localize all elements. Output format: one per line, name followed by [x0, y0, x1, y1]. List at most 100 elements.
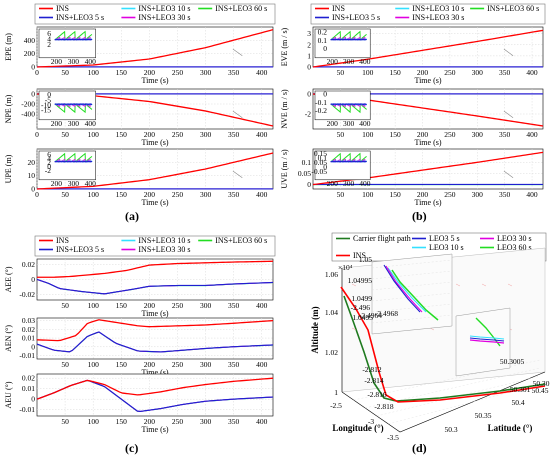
- x-tick-label: 300: [200, 130, 212, 139]
- y-tick-label: 2: [307, 40, 311, 49]
- y-axis-label: UVE (m / s): [280, 149, 289, 189]
- inset-x-tick: 200: [51, 119, 63, 128]
- y3d-tick-label: 50.35: [475, 411, 492, 420]
- inset-y-tick: -2: [45, 166, 51, 175]
- x-axis-label: Time (s): [141, 368, 168, 377]
- x-tick-label: 50: [61, 130, 69, 139]
- y-axis-label: NVE (m / s): [280, 89, 289, 129]
- series-line-ins: [312, 29, 544, 68]
- z-tick-label: 1.02: [325, 348, 338, 357]
- x-tick-label: 250: [444, 68, 456, 77]
- series-line-ins: [36, 152, 274, 190]
- x-tick-label: 250: [444, 130, 456, 139]
- x-tick-label: 300: [200, 301, 212, 310]
- inset2-tick: 50.301: [510, 385, 531, 394]
- x-tick-label: 50: [61, 360, 69, 369]
- subplot-1: 50 100 150 200 250 300 350 400 -0.0100.010.020.0…: [4, 316, 274, 377]
- inset: 200 300 400 0-0.1-0.2: [314, 90, 371, 128]
- x-tick-label: 400: [256, 190, 268, 199]
- inset1-tick: 1.05: [359, 255, 372, 264]
- zoom-pointer: [503, 48, 514, 57]
- y-tick-label: 0: [31, 275, 35, 284]
- legend-label-4: INS+LEO3 60 s: [215, 4, 267, 13]
- legend-label-0: INS: [56, 4, 69, 13]
- inset1-tick: 1.04995: [348, 276, 373, 285]
- x-tick-label: 150: [390, 130, 402, 139]
- vector-hint: [455, 283, 461, 287]
- inset-y-tick: 2: [47, 40, 51, 49]
- inset-y-tick: 0.05: [314, 158, 327, 167]
- x-axis-label: Time (s): [141, 309, 168, 318]
- y-tick-label: 0.02: [22, 260, 35, 269]
- inset-y-tick: 0.1: [318, 36, 328, 45]
- y-tick-label: 0: [31, 395, 35, 404]
- inset-y-tick: 0.15: [314, 149, 327, 158]
- x-tick-label: 300: [200, 417, 212, 426]
- legend-3d-label-1: INS: [353, 251, 366, 260]
- legend-label-3: INS+LEO3 30 s: [138, 13, 190, 22]
- y-tick-label: 10: [28, 171, 36, 180]
- inset1-grid: [371, 270, 453, 280]
- inset-area: [314, 150, 371, 181]
- y-tick-label: 0.02: [22, 374, 35, 383]
- panel-label-c: (c): [125, 441, 138, 455]
- inset-x-tick: 200: [51, 57, 63, 66]
- z-tick-label: 1: [334, 388, 338, 397]
- inset-y-tick: 0.1: [318, 153, 328, 162]
- x-tick-label: 400: [526, 68, 538, 77]
- x-tick-label: 250: [172, 360, 184, 369]
- y3d-tick-label: 50.3: [444, 425, 457, 434]
- inset2-30s: [469, 339, 505, 344]
- zoom-pointer: [503, 170, 514, 179]
- x-tick-label: 350: [228, 301, 240, 310]
- x-tick-label: 400: [256, 417, 268, 426]
- x-tick-label: 250: [172, 130, 184, 139]
- series-line-ins: [36, 377, 274, 400]
- subplot-0: 0 50 100 150 200 250 300 350 400 0 200 400 EPE (m) 20…: [4, 26, 274, 85]
- y-tick-label: 0: [307, 90, 311, 99]
- subplot-0: 50 100 150 200 250 300 350 400 0 1 2 3 EVE (m / s) 20…: [280, 26, 544, 85]
- x-tick-label: 250: [172, 301, 184, 310]
- panel-label-a: (a): [125, 209, 139, 223]
- y-tick-label: 0.01: [22, 334, 35, 343]
- inset-x-tick: 400: [359, 119, 371, 128]
- inset2-tick: -2.814: [364, 376, 384, 385]
- inset2-tick: -2.818: [374, 402, 394, 411]
- series-line-ins: [36, 319, 274, 342]
- vector-hint: [507, 283, 513, 287]
- legend-label-0: INS: [56, 236, 69, 245]
- legend-label-1: INS+LEO3 5 s: [332, 13, 380, 22]
- x-tick-label: 350: [499, 130, 511, 139]
- inset-x-tick: 300: [68, 119, 80, 128]
- y-tick-label: -200: [21, 100, 35, 109]
- inset-y-tick: -15: [41, 106, 51, 115]
- x-tick-label: 100: [88, 68, 100, 77]
- inset: 200 300 400 0-5-10-15: [38, 90, 96, 128]
- legend-label-3: INS+LEO3 30 s: [138, 245, 190, 254]
- series-line-ins-leo3-5-s: [36, 331, 274, 353]
- vector-hint: [351, 283, 357, 287]
- y-tick-label: 0: [31, 185, 35, 194]
- zoom-pointer: [503, 110, 514, 119]
- inset-y-tick: 4: [47, 34, 51, 43]
- inset1-tick: -2.496: [351, 303, 371, 312]
- x-tick-label: 400: [256, 360, 268, 369]
- inset1-30s: [385, 265, 423, 313]
- legend-label-0: INS: [332, 4, 345, 13]
- inset-y-tick: 0.2: [318, 28, 328, 37]
- y-tick-label: 0: [31, 63, 35, 72]
- legend-box: [310, 3, 546, 25]
- x-tick-label: 150: [116, 360, 128, 369]
- y-axis-label: AEU (°): [4, 381, 13, 408]
- inset1-grid: [371, 303, 453, 313]
- inset-x-tick: 400: [85, 179, 97, 188]
- legend-3d-label-4: LEO3 30 s: [497, 234, 532, 243]
- x-tick-label: 100: [88, 417, 100, 426]
- x-tick-label: 200: [144, 130, 156, 139]
- inset-y-tick: -0.2: [315, 106, 327, 115]
